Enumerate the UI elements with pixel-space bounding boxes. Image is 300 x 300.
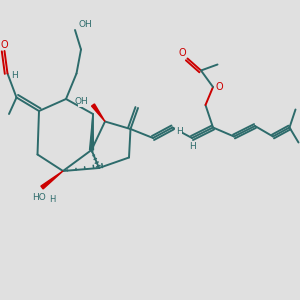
Text: H: H bbox=[49, 195, 56, 204]
FancyBboxPatch shape bbox=[11, 72, 17, 78]
Text: H: H bbox=[176, 127, 182, 136]
FancyBboxPatch shape bbox=[189, 142, 195, 148]
Text: H: H bbox=[189, 142, 195, 151]
Polygon shape bbox=[92, 104, 105, 122]
Text: O: O bbox=[1, 40, 8, 50]
Text: HO: HO bbox=[32, 193, 46, 202]
Text: O: O bbox=[178, 47, 186, 58]
Polygon shape bbox=[41, 171, 63, 189]
FancyBboxPatch shape bbox=[48, 196, 54, 202]
Polygon shape bbox=[90, 114, 93, 150]
Text: H: H bbox=[11, 70, 17, 80]
FancyBboxPatch shape bbox=[178, 50, 186, 56]
Text: O: O bbox=[216, 82, 224, 92]
FancyBboxPatch shape bbox=[175, 128, 182, 134]
FancyBboxPatch shape bbox=[1, 43, 8, 49]
Text: OH: OH bbox=[75, 97, 88, 106]
FancyBboxPatch shape bbox=[32, 193, 44, 199]
FancyBboxPatch shape bbox=[215, 84, 223, 90]
Text: OH: OH bbox=[79, 20, 92, 29]
FancyBboxPatch shape bbox=[78, 100, 87, 107]
FancyBboxPatch shape bbox=[80, 22, 91, 29]
